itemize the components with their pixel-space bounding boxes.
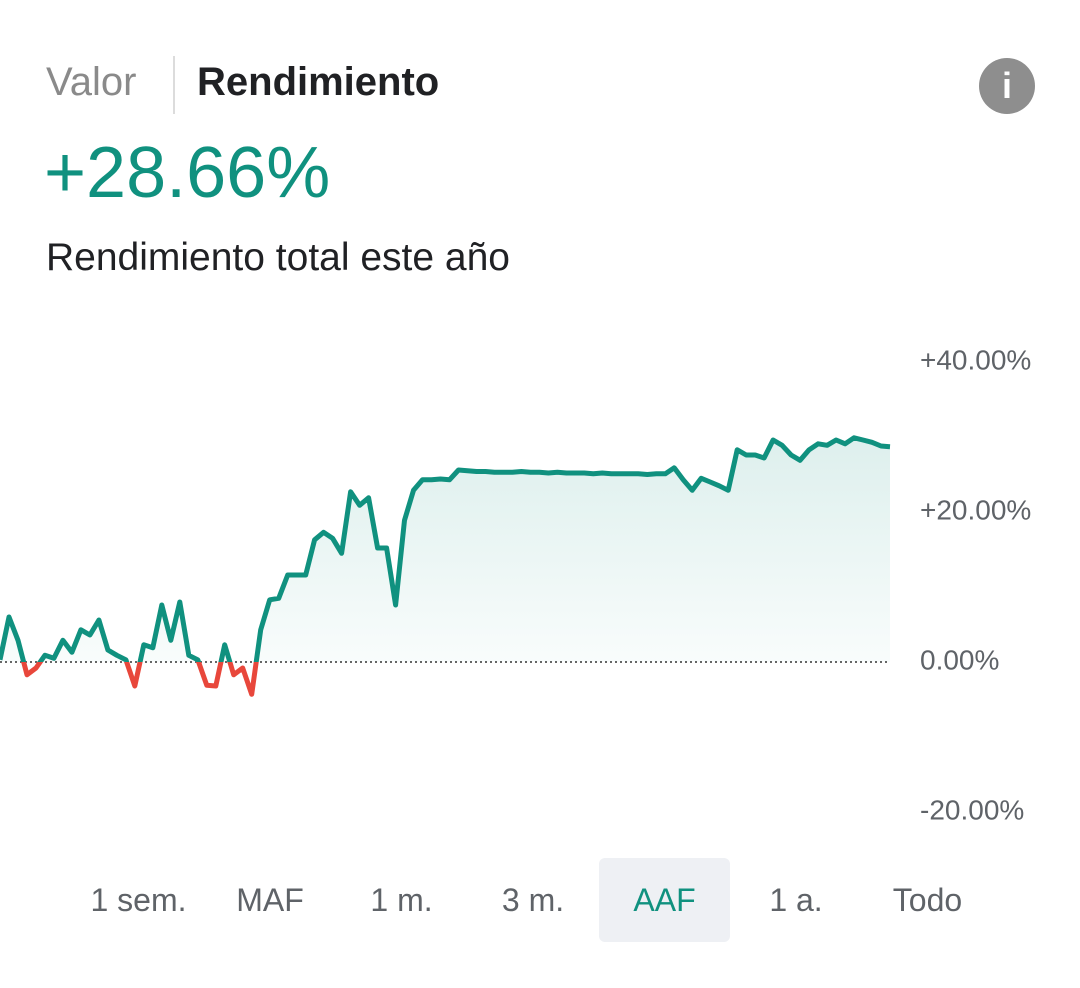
line [0,435,891,662]
range-button[interactable]: AAF [599,858,730,942]
tab[interactable]: Valor [46,60,137,104]
y-tick-label: +20.00% [920,494,1031,525]
info-icon[interactable]: i [979,58,1035,114]
y-tick-label: -20.00% [920,794,1024,825]
range-button[interactable]: 1 sem. [90,882,187,918]
tab[interactable]: Rendimiento [197,60,440,104]
range-button[interactable]: 1 m. [370,882,433,918]
return-value: +28.66% [44,133,331,213]
range-button[interactable]: Todo [892,882,963,918]
chart: +40.00% +20.00% 0.00% -20.00% [0,344,1031,825]
caption: Rendimiento total este año [46,236,510,279]
divider [173,56,175,114]
y-tick-label: 0.00% [920,644,999,675]
range-button[interactable]: 3 m. [501,882,565,918]
area [0,437,890,662]
y-tick-label: +40.00% [920,344,1031,375]
range-button[interactable]: 1 a. [769,882,823,918]
range-button[interactable]: MAF [236,882,304,918]
